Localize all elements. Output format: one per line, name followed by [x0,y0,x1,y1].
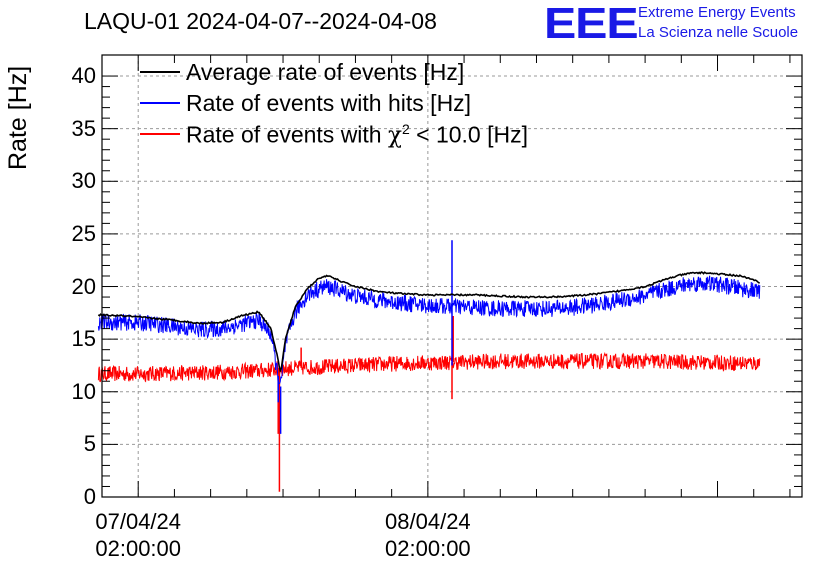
y-tick-label: 10 [71,378,96,404]
y-tick-label: 25 [71,220,96,246]
legend-label-hits: Rate of events with hits [Hz] [186,90,472,116]
chart-title: LAQU-01 2024-04-07--2024-04-08 [84,8,437,34]
logo-line-1: Extreme Energy Events [638,4,796,21]
x-tick-label: 07/04/24 02:00:00 [95,509,182,561]
y-tick-label: 15 [71,326,96,352]
series-hits [97,275,761,385]
y-axis-label: Rate [Hz] [4,65,32,170]
y-tick-label: 35 [71,115,96,141]
y-tick-label: 5 [83,431,96,457]
y-tick-label: 40 [71,63,96,89]
grid [102,55,802,497]
legend-line-chi2 [140,133,180,135]
legend-line-average [140,71,180,73]
axes [101,55,802,498]
legend-label-average: Average rate of events [Hz] [186,59,465,85]
y-tick-label: 20 [71,273,96,299]
series-layer [97,240,761,492]
eee-logo: EEE [544,0,639,48]
y-tick-label: 30 [71,168,96,194]
legend-label-chi2: Rate of events with χ2 < 10.0 [Hz] [186,121,528,149]
y-tick-label: 0 [83,484,96,509]
x-tick-label: 08/04/24 02:00:00 [385,509,471,561]
legend-line-hits [140,102,180,104]
series-average [97,271,761,373]
series-chi2 [97,351,761,383]
logo-line-2: La Scienza nelle Scuole [638,24,799,41]
